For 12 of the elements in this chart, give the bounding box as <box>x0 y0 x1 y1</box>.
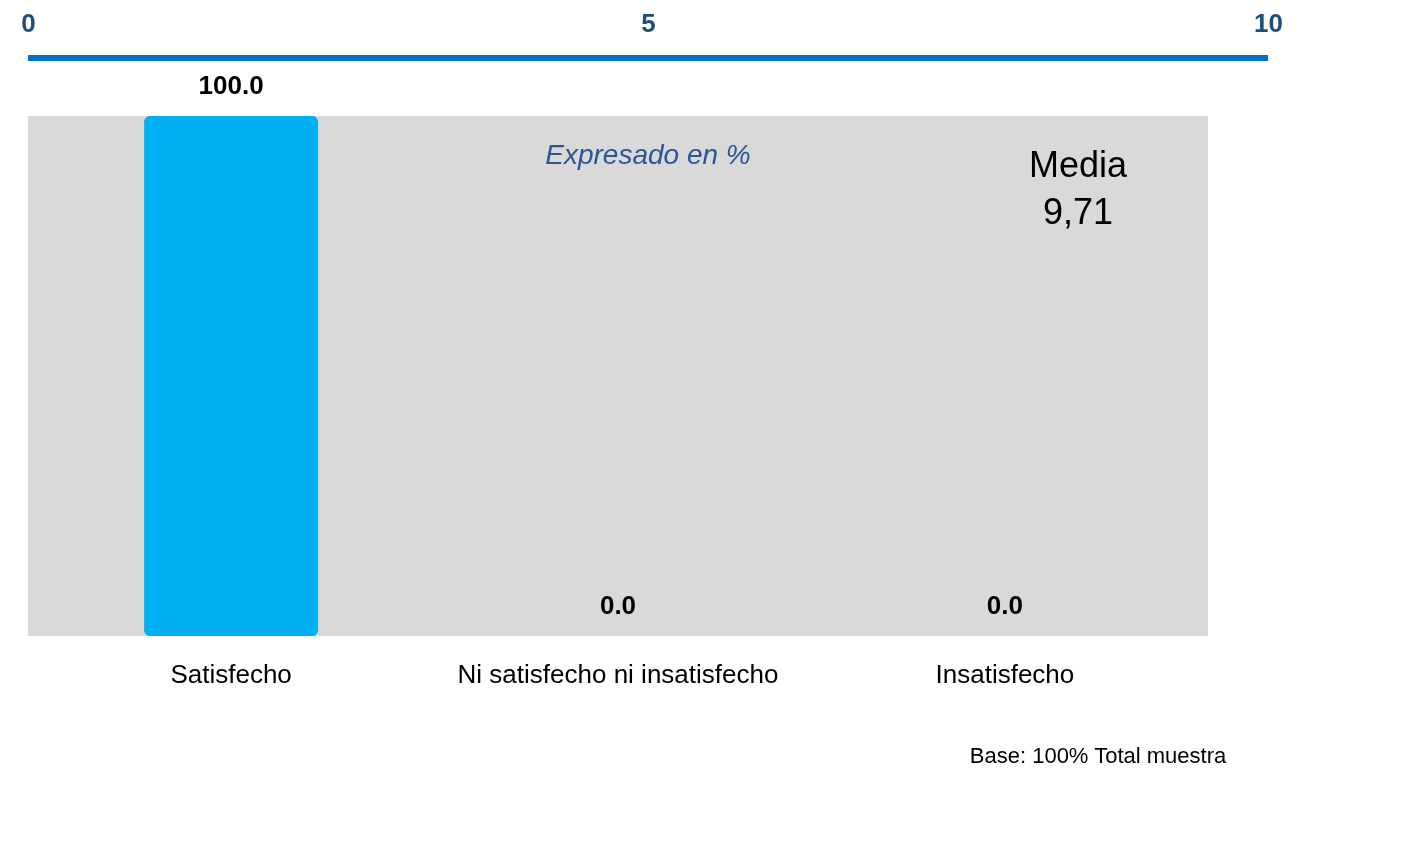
text: Base: 100% Total muestra <box>969 743 1227 768</box>
x2-tick-label: 10 <box>1254 7 1283 38</box>
annotation: Expresado en % <box>545 139 751 170</box>
x-tick-label: Ni satisfecho ni insatisfecho <box>457 658 779 689</box>
data-label: 0.0 <box>986 590 1023 620</box>
data-label: 100.0 <box>198 70 264 100</box>
x2-tick-label: 5 <box>641 7 656 38</box>
annotation: Media 9,71 <box>1028 144 1128 232</box>
x2-tick-label: 0 <box>21 7 36 38</box>
x-tick-label: Insatisfecho <box>935 658 1075 689</box>
x-tick-label: Satisfecho <box>170 658 292 689</box>
data-label: 0.0 <box>599 590 637 620</box>
